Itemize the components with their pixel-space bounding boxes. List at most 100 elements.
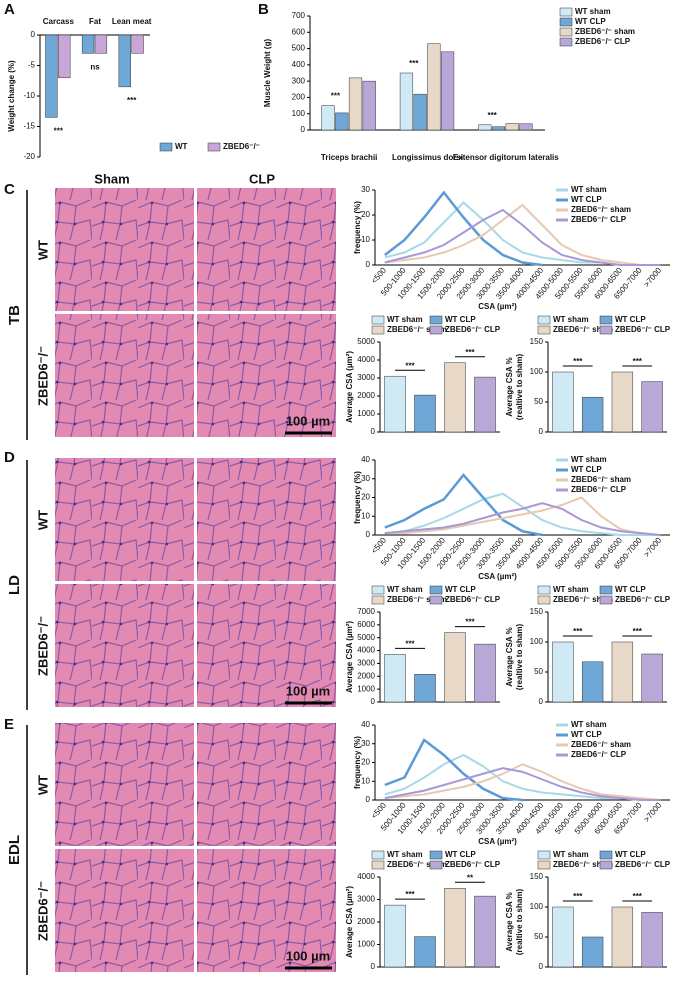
annotation: *** [633,892,643,901]
series-line [384,738,523,802]
legend-label: WT CLP [571,730,602,739]
bar [552,906,574,968]
bar [348,77,363,131]
y-tick-label: 2000 [357,391,375,400]
y-axis-label: Muscle Weight (g) [263,39,272,108]
legend-swatch [371,325,385,335]
row-label: WT [35,510,50,530]
y-tick-label: 0 [31,30,36,39]
series-line [384,496,661,536]
y-tick-label: 10 [361,235,370,244]
annotation: *** [633,357,643,366]
legend-swatch [559,37,573,47]
y-tick-label: -20 [23,152,35,161]
y-tick-label: 40 [361,455,370,464]
y-tick-label: 5000 [357,633,375,642]
y-tick-label: 4000 [357,646,375,655]
legend-swatch [599,860,613,870]
bar [505,123,519,131]
y-tick-label: 0 [371,697,376,706]
x-tick-label: Fat [89,17,101,26]
bar [384,654,406,703]
histology-image [55,314,194,437]
bar [58,34,71,78]
y-axis-label: Weight change (%) [7,60,16,132]
bar [611,371,634,433]
y-tick-label: 100 [530,637,544,646]
legend-label: ZBED6⁻/⁻ CLP [615,325,671,334]
x-tick-label: <500 [369,265,388,285]
annotation: *** [127,96,137,105]
annotation: *** [405,890,415,899]
bar [81,34,95,54]
histology-image [55,584,194,707]
x-axis-label: CSA (µm²) [478,572,517,581]
column-label: CLP [249,171,275,186]
legend-label: WT sham [387,315,423,324]
histology-image [197,314,336,437]
section-label: TB [6,305,23,325]
bar [384,904,406,968]
x-tick-label: Lean meat [112,17,152,26]
y-axis-label: Average CSA (µm²) [345,886,354,958]
legend-swatch [599,585,613,595]
legend-swatch [537,850,551,860]
y-tick-label: 30 [361,739,370,748]
x-tick-label: <500 [369,535,388,555]
y-tick-label: 150 [530,607,544,616]
bar [611,906,634,968]
legend-swatch [429,860,443,870]
x-tick-label: Extensor digitorum lateralis [453,153,559,162]
y-axis-label: Average CSA (µm²) [345,621,354,693]
y-tick-label: 150 [530,337,544,346]
legend-label: ZBED6⁻/⁻ sham [387,860,447,869]
y-tick-label: 300 [292,76,306,85]
row-label: ZBED6⁻/⁻ [35,346,50,406]
histology-image [55,723,194,846]
legend-label: WT sham [553,585,589,594]
y-tick-label: 200 [292,93,306,102]
x-axis-label: CSA (µm²) [478,837,517,846]
bar [321,105,335,131]
y-tick-label: 0 [371,427,376,436]
y-tick-label: 100 [530,902,544,911]
y-tick-label: 0 [366,260,371,269]
histology-image [197,458,336,581]
scale-bar-label: 100 µm [286,413,330,428]
legend-label: WT sham [571,455,607,464]
bar [414,674,436,703]
y-tick-label: 6000 [357,620,375,629]
bar [399,72,414,131]
bar [519,123,533,131]
bar [641,381,663,433]
y-tick-label: 0 [366,530,371,539]
legend-label: ZBED6⁻/⁻ sham [553,860,613,869]
y-tick-label: 0 [539,427,544,436]
legend-label: WT CLP [445,585,476,594]
bar [474,895,496,968]
histology-image [197,723,336,846]
y-axis-label: Average CSA % [505,892,514,951]
x-tick-label: >7000 [642,800,664,823]
bar [444,362,466,433]
annotation: ** [467,873,474,882]
y-tick-label: 20 [361,210,370,219]
x-tick-label: >7000 [642,535,664,558]
y-tick-label: 700 [292,11,306,20]
y-tick-label: 0 [371,962,376,971]
annotation: *** [405,361,415,370]
annotation: *** [487,111,497,120]
legend-swatch [559,17,573,27]
bar [641,653,663,703]
series-line [384,203,661,266]
y-tick-label: 40 [361,720,370,729]
y-tick-label: 600 [292,27,306,36]
legend-swatch [207,142,221,152]
y-tick-label: 3000 [357,373,375,382]
panel-label: D [4,449,15,466]
bar [45,34,58,118]
y-tick-label: 1000 [357,684,375,693]
legend-label: ZBED6⁻/⁻ CLP [571,215,627,224]
legend-label: ZBED6⁻/⁻ sham [553,325,613,334]
y-tick-label: -5 [28,61,36,70]
